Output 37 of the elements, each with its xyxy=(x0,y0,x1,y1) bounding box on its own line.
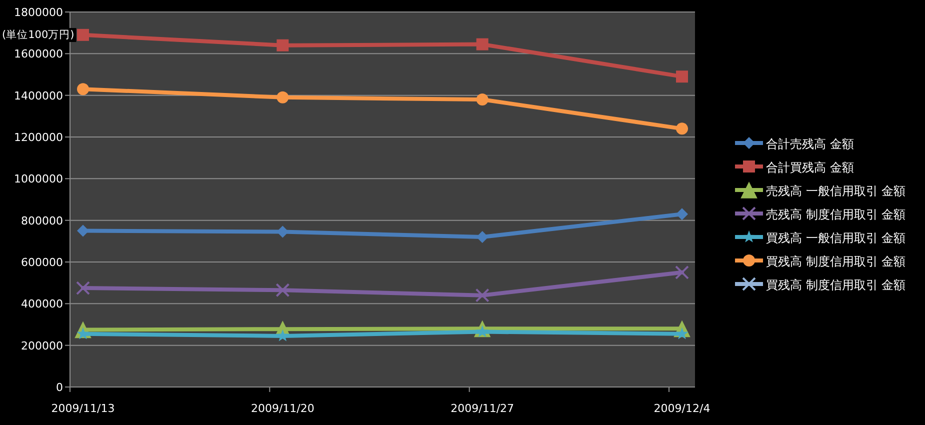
legend-label: 買残高 一般信用取引 金額 xyxy=(766,231,906,245)
y-tick-label: 200000 xyxy=(21,339,63,352)
point xyxy=(76,281,90,296)
y-tick-label: 1800000 xyxy=(14,6,63,19)
point xyxy=(675,265,689,280)
point xyxy=(77,224,89,237)
point xyxy=(77,28,89,41)
y-tick-label: 0 xyxy=(56,381,63,394)
point xyxy=(676,208,688,220)
y-tick-label: 1200000 xyxy=(14,131,63,144)
point xyxy=(476,38,488,50)
legend-label: 買残高 制度信用取引 金額 xyxy=(766,278,906,292)
y-tick-label: 1400000 xyxy=(14,89,63,102)
y-tick-label: 600000 xyxy=(21,256,63,269)
y-tick-label: 800000 xyxy=(21,214,63,228)
x-tick-label: 2009/12/4 xyxy=(654,402,710,415)
point xyxy=(276,329,289,342)
x-tick-label: 2009/11/13 xyxy=(51,402,115,415)
x-tick-label: 2009/11/27 xyxy=(450,402,514,415)
point xyxy=(276,39,289,52)
legend-label: 売残高 一般信用取引 金額 xyxy=(766,184,906,198)
point xyxy=(77,83,89,96)
legend-label: 買残高 制度信用取引 金額 xyxy=(766,254,906,268)
x-tick-label: 2009/11/20 xyxy=(250,402,314,415)
y-tick-label: 1000000 xyxy=(14,172,63,186)
y-tick-label: 1600000 xyxy=(14,48,63,61)
point xyxy=(676,122,688,135)
point xyxy=(276,283,290,298)
legend-label: 合計売残高 金額 xyxy=(766,137,854,151)
point xyxy=(475,288,490,302)
annotation: (単位100万円) xyxy=(2,29,74,41)
y-tick-label: 400000 xyxy=(21,298,63,311)
point xyxy=(476,94,488,106)
point xyxy=(276,91,289,104)
point xyxy=(676,70,688,83)
legend-label: 売残高 制度信用取引 金額 xyxy=(766,208,906,222)
legend-label: 合計買残高 金額 xyxy=(766,160,854,174)
